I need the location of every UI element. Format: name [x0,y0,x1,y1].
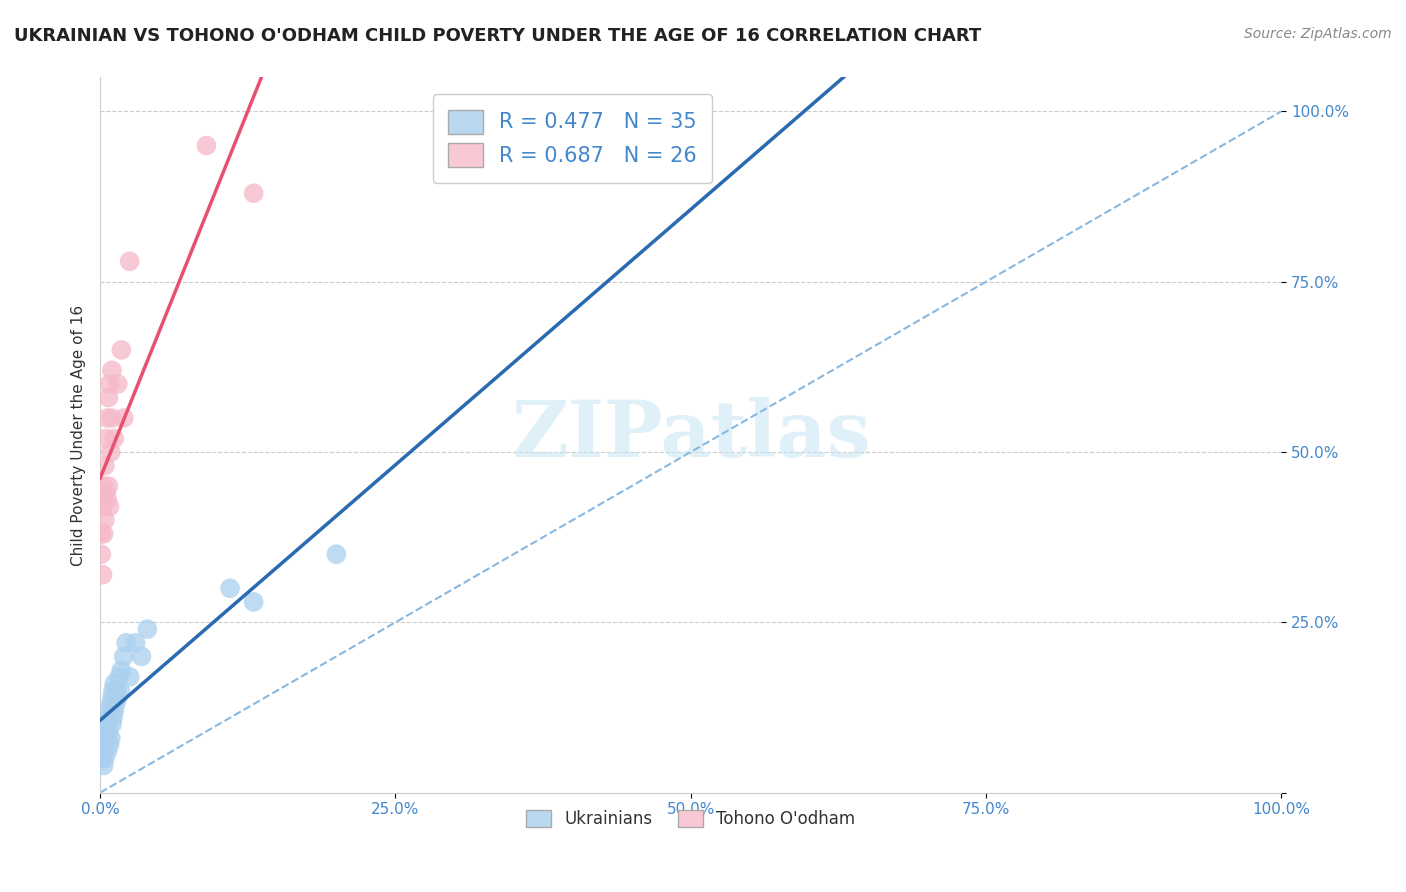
Point [115,636,138,650]
Point [97,724,120,739]
Point [96,411,118,425]
Point [110,343,132,357]
Point [94,432,117,446]
Point [103,432,125,446]
Point [91,745,114,759]
Point [118,670,141,684]
Point [97,704,120,718]
Point [136,622,159,636]
Legend: Ukrainians, Tohono O'odham: Ukrainians, Tohono O'odham [519,803,862,834]
Point [93,758,115,772]
Point [108,683,131,698]
Point [98,500,121,514]
Point [100,731,122,746]
Point [325,547,347,561]
Point [94,458,117,473]
Point [94,513,117,527]
Text: Source: ZipAtlas.com: Source: ZipAtlas.com [1244,27,1392,41]
Y-axis label: Child Poverty Under the Age of 16: Child Poverty Under the Age of 16 [72,304,86,566]
Point [101,411,124,425]
Point [112,411,135,425]
Point [105,683,128,698]
Point [94,731,117,746]
Point [100,697,122,711]
Point [100,445,122,459]
Point [103,676,125,690]
Point [103,704,125,718]
Point [98,711,121,725]
Point [94,751,117,765]
Point [101,683,124,698]
Point [93,526,115,541]
Point [110,663,132,677]
Point [118,254,141,268]
Point [131,649,153,664]
Point [93,479,115,493]
Point [90,526,112,541]
Point [112,649,135,664]
Point [98,376,121,391]
Point [101,690,124,705]
Point [90,751,112,765]
Point [101,711,124,725]
Point [94,486,117,500]
Text: ZIPatlas: ZIPatlas [510,397,870,473]
Point [98,738,121,752]
Point [101,717,124,731]
Point [97,479,120,493]
Point [96,492,118,507]
Point [195,138,218,153]
Point [107,376,129,391]
Point [242,186,264,201]
Point [124,636,146,650]
Point [104,697,127,711]
Point [107,690,129,705]
Point [108,670,131,684]
Point [242,595,264,609]
Point [94,717,117,731]
Point [96,745,118,759]
Point [101,363,124,377]
Point [91,567,114,582]
Point [91,500,114,514]
Point [97,391,120,405]
Point [90,547,112,561]
Point [93,738,115,752]
Text: UKRAINIAN VS TOHONO O'ODHAM CHILD POVERTY UNDER THE AGE OF 16 CORRELATION CHART: UKRAINIAN VS TOHONO O'ODHAM CHILD POVERT… [14,27,981,45]
Point [219,582,242,596]
